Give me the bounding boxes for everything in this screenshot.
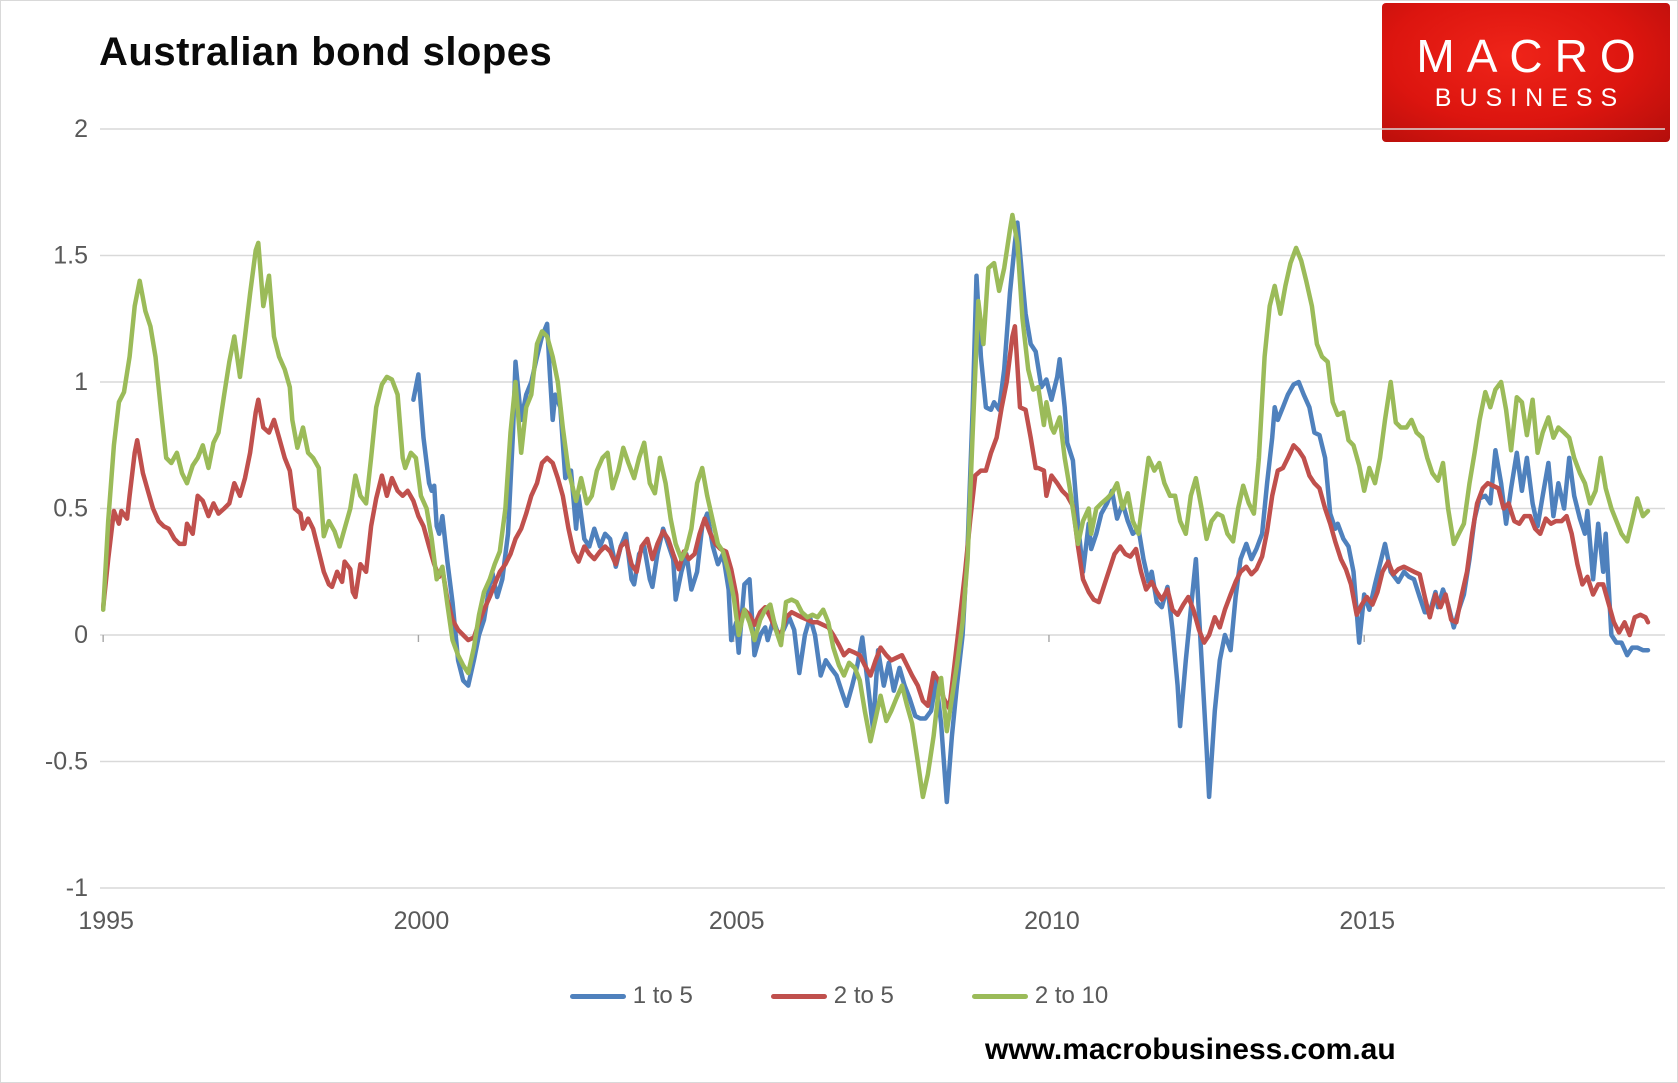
x-axis-label-2010: 2010 xyxy=(1024,907,1080,935)
chart-legend: 1 to 5 2 to 5 2 to 10 xyxy=(0,982,1678,1010)
legend-label-2to10: 2 to 10 xyxy=(1034,982,1109,1009)
x-axis-label-2000: 2000 xyxy=(394,907,450,935)
footer-url: www.macrobusiness.com.au xyxy=(985,1033,1396,1066)
logo-line-macro: MACRO xyxy=(1416,29,1648,82)
series-line-1-to-5 xyxy=(411,220,1651,805)
macrobusiness-logo: MACRO BUSINESS xyxy=(1382,3,1670,142)
y-axis-label--0.5: -0.5 xyxy=(45,748,88,776)
legend-item-1to5: 1 to 5 xyxy=(569,982,693,1010)
legend-swatch-2to10 xyxy=(971,993,1028,999)
legend-label-1to5: 1 to 5 xyxy=(632,982,693,1009)
legend-label-2to5: 2 to 5 xyxy=(833,982,894,1009)
y-axis-label--1: -1 xyxy=(66,874,88,902)
logo-line-business: BUSINESS xyxy=(1434,84,1626,113)
series-line-2-to-10 xyxy=(100,212,1651,800)
x-axis-label-1995: 1995 xyxy=(78,907,134,935)
legend-item-2to5: 2 to 5 xyxy=(770,982,894,1010)
series-line-2-to-5 xyxy=(100,324,1651,711)
legend-swatch-1to5 xyxy=(569,993,626,999)
y-axis-label-0.5: 0.5 xyxy=(53,495,88,523)
legend-item-2to10: 2 to 10 xyxy=(971,982,1109,1010)
chart-title: Australian bond slopes xyxy=(99,30,553,74)
legend-swatch-2to5 xyxy=(770,993,827,999)
x-axis-label-2015: 2015 xyxy=(1339,907,1395,935)
x-axis-label-2005: 2005 xyxy=(709,907,765,935)
y-axis-label-2: 2 xyxy=(74,115,88,143)
y-axis-label-1.5: 1.5 xyxy=(53,242,88,270)
y-axis-label-0: 0 xyxy=(74,621,88,649)
y-axis-label-1: 1 xyxy=(74,368,88,396)
